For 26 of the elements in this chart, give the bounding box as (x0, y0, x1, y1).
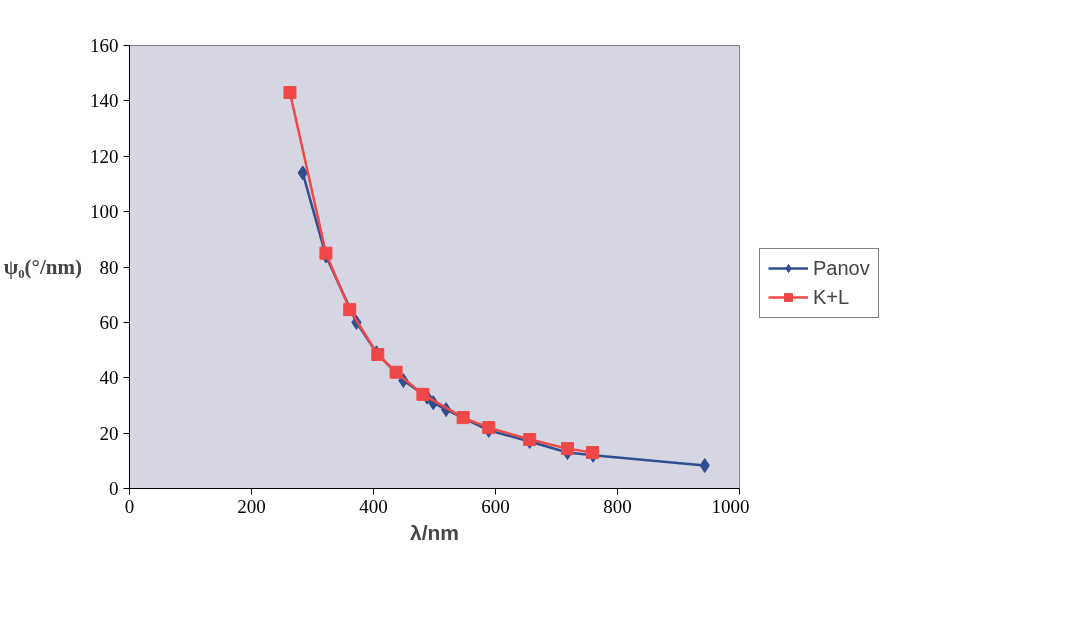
point (416, 387, 430, 401)
point (389, 365, 403, 379)
y-tick-label: 0 (109, 478, 119, 499)
point (319, 246, 333, 260)
y-tick-label: 100 (90, 201, 119, 223)
x-tick-label: 400 (359, 495, 388, 517)
x-tick-label: 200 (237, 495, 266, 517)
y-tick-label: 160 (90, 35, 119, 56)
y-tick-label: 140 (90, 90, 119, 112)
point (283, 86, 297, 100)
legend-label: K+L (813, 285, 850, 309)
x-tick-label: 800 (603, 495, 632, 517)
y-tick-label: 60 (99, 311, 119, 333)
y-tick-label: 20 (99, 422, 119, 444)
point (560, 442, 574, 456)
y-tick-label: 80 (99, 256, 119, 278)
point (456, 411, 470, 425)
y-axis-title: ψ₀(°/nm) (3, 255, 83, 279)
y-tick-label: 120 (90, 145, 119, 167)
point (343, 303, 357, 317)
x-tick-label: 600 (481, 495, 510, 517)
x-tick-label: 1000 (711, 495, 750, 517)
y-tick-label: 40 (99, 367, 119, 389)
legend-label: Panov (813, 256, 870, 280)
x-axis-title: λ/nm (409, 520, 460, 544)
x-tick-label: 0 (124, 495, 135, 517)
